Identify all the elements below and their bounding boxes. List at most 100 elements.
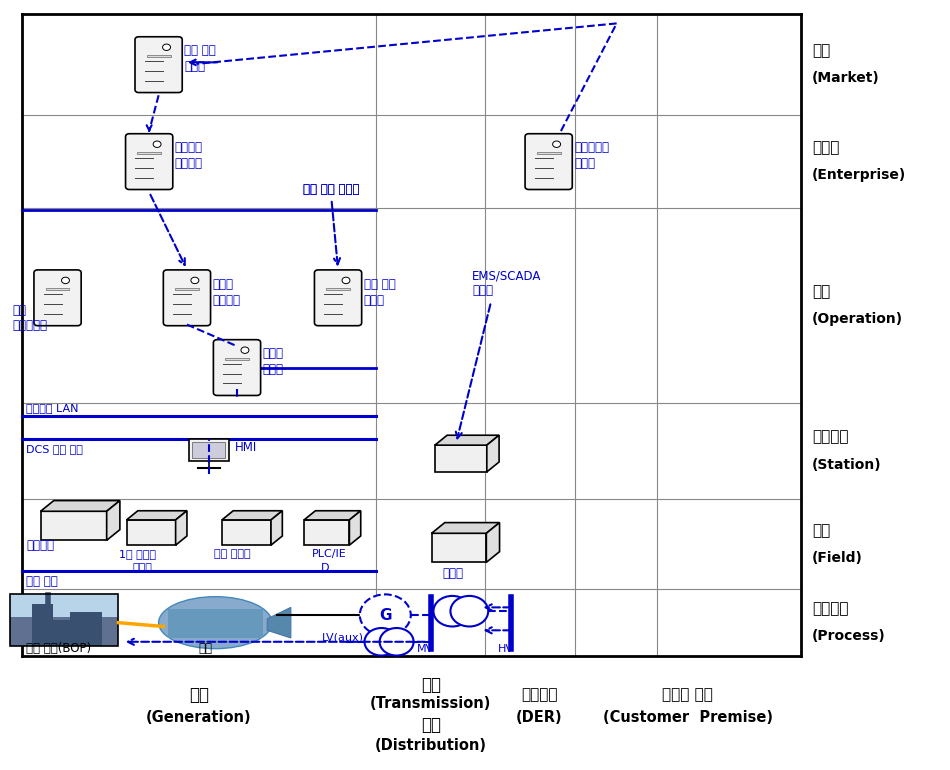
- Text: 발전소: 발전소: [213, 277, 234, 290]
- Text: 스케줄링: 스케줄링: [213, 293, 240, 306]
- Text: 발전소: 발전소: [262, 347, 283, 360]
- Text: 시뮬레이션: 시뮬레이션: [12, 319, 48, 332]
- Text: 스테이션 LAN: 스테이션 LAN: [27, 403, 79, 413]
- Text: (Enterprise): (Enterprise): [812, 169, 906, 182]
- Text: (Market): (Market): [812, 72, 880, 85]
- Bar: [146, 55, 170, 57]
- Text: 시스템: 시스템: [574, 157, 595, 170]
- Circle shape: [380, 628, 413, 655]
- Text: DCS 조정 버스: DCS 조정 버스: [27, 444, 84, 454]
- Text: (Station): (Station): [812, 457, 882, 472]
- Text: 계전기: 계전기: [442, 567, 463, 581]
- Text: 자산 관리 시스템: 자산 관리 시스템: [303, 183, 360, 196]
- FancyBboxPatch shape: [214, 340, 260, 396]
- Text: 시스템: 시스템: [364, 293, 385, 306]
- Circle shape: [241, 347, 249, 353]
- Bar: [326, 288, 350, 290]
- Text: 사업자: 사업자: [812, 140, 840, 156]
- Bar: [435, 445, 486, 472]
- Circle shape: [553, 141, 560, 147]
- Text: 전압 조정기: 전압 조정기: [215, 549, 251, 559]
- Bar: [10, 594, 119, 618]
- Text: 시장: 시장: [812, 43, 830, 59]
- Text: 전력운반: 전력운반: [175, 142, 202, 154]
- FancyBboxPatch shape: [314, 270, 362, 326]
- Text: (DER): (DER): [516, 710, 562, 725]
- Text: (Process): (Process): [812, 629, 886, 644]
- Circle shape: [62, 277, 69, 283]
- Bar: [189, 439, 229, 460]
- Text: HV: HV: [498, 644, 514, 654]
- Text: 스테이션: 스테이션: [812, 430, 848, 444]
- FancyBboxPatch shape: [125, 134, 173, 189]
- Bar: [46, 288, 69, 290]
- Text: 필드 버스: 필드 버스: [27, 575, 58, 588]
- Polygon shape: [350, 511, 361, 545]
- Text: 1차 발전기: 1차 발전기: [119, 549, 156, 559]
- Polygon shape: [486, 523, 500, 562]
- Text: 시스템: 시스템: [184, 61, 205, 73]
- Bar: [41, 511, 106, 541]
- Text: 발전 거래: 발전 거래: [184, 45, 216, 58]
- FancyBboxPatch shape: [525, 134, 572, 189]
- FancyBboxPatch shape: [34, 270, 81, 326]
- Text: 스케줄링: 스케줄링: [175, 157, 202, 170]
- Text: 소비자 구내: 소비자 구내: [662, 687, 713, 702]
- Text: 송전: 송전: [421, 675, 441, 694]
- Bar: [10, 618, 119, 646]
- Text: (Distribution): (Distribution): [374, 738, 486, 753]
- Polygon shape: [41, 500, 120, 511]
- Circle shape: [342, 277, 350, 283]
- Bar: [222, 520, 271, 545]
- Polygon shape: [431, 523, 500, 534]
- Bar: [304, 520, 350, 545]
- Text: 가용력: 가용력: [262, 363, 283, 377]
- Text: 보조설비: 보조설비: [27, 539, 54, 552]
- Circle shape: [153, 141, 162, 147]
- Polygon shape: [271, 511, 282, 545]
- Text: 분산자원: 분산자원: [522, 687, 558, 702]
- Text: 필드: 필드: [812, 523, 830, 537]
- Circle shape: [162, 44, 170, 51]
- Text: 보조 설비(BOP): 보조 설비(BOP): [27, 642, 91, 655]
- Text: 판매사업자: 판매사업자: [574, 142, 609, 154]
- Ellipse shape: [159, 597, 272, 648]
- Text: PLC/IE: PLC/IE: [312, 549, 347, 559]
- Polygon shape: [222, 511, 282, 520]
- Bar: [431, 534, 486, 562]
- Polygon shape: [304, 511, 361, 520]
- Polygon shape: [126, 511, 187, 520]
- Text: HMI: HMI: [235, 440, 257, 454]
- Text: 발전: 발전: [12, 303, 27, 316]
- Polygon shape: [486, 435, 499, 472]
- Text: (Generation): (Generation): [146, 710, 252, 725]
- Bar: [537, 152, 560, 154]
- Bar: [192, 442, 225, 458]
- Polygon shape: [267, 608, 291, 638]
- Text: 배전: 배전: [421, 716, 441, 734]
- Bar: [10, 594, 119, 646]
- Text: EMS/SCADA: EMS/SCADA: [472, 270, 541, 283]
- Text: (Field): (Field): [812, 551, 863, 564]
- Polygon shape: [106, 500, 120, 541]
- Text: 제어기: 제어기: [132, 563, 152, 573]
- Bar: [137, 152, 162, 154]
- Text: 자산 관리 시스템: 자산 관리 시스템: [303, 183, 360, 196]
- Circle shape: [365, 628, 398, 655]
- Text: 시스템: 시스템: [472, 284, 493, 297]
- Text: MV: MV: [417, 644, 434, 654]
- Polygon shape: [31, 604, 103, 646]
- Text: LV(aux): LV(aux): [322, 633, 364, 643]
- Bar: [168, 609, 262, 638]
- Text: (Transmission): (Transmission): [370, 696, 491, 711]
- Circle shape: [433, 596, 471, 627]
- Text: G: G: [379, 608, 391, 622]
- Text: D: D: [321, 563, 330, 573]
- Circle shape: [191, 277, 199, 283]
- Text: 운영: 운영: [812, 284, 830, 300]
- FancyBboxPatch shape: [135, 37, 182, 92]
- Bar: [126, 520, 176, 545]
- Text: 터빈: 터빈: [199, 642, 212, 655]
- Bar: [175, 288, 199, 290]
- Text: 발전: 발전: [189, 685, 209, 704]
